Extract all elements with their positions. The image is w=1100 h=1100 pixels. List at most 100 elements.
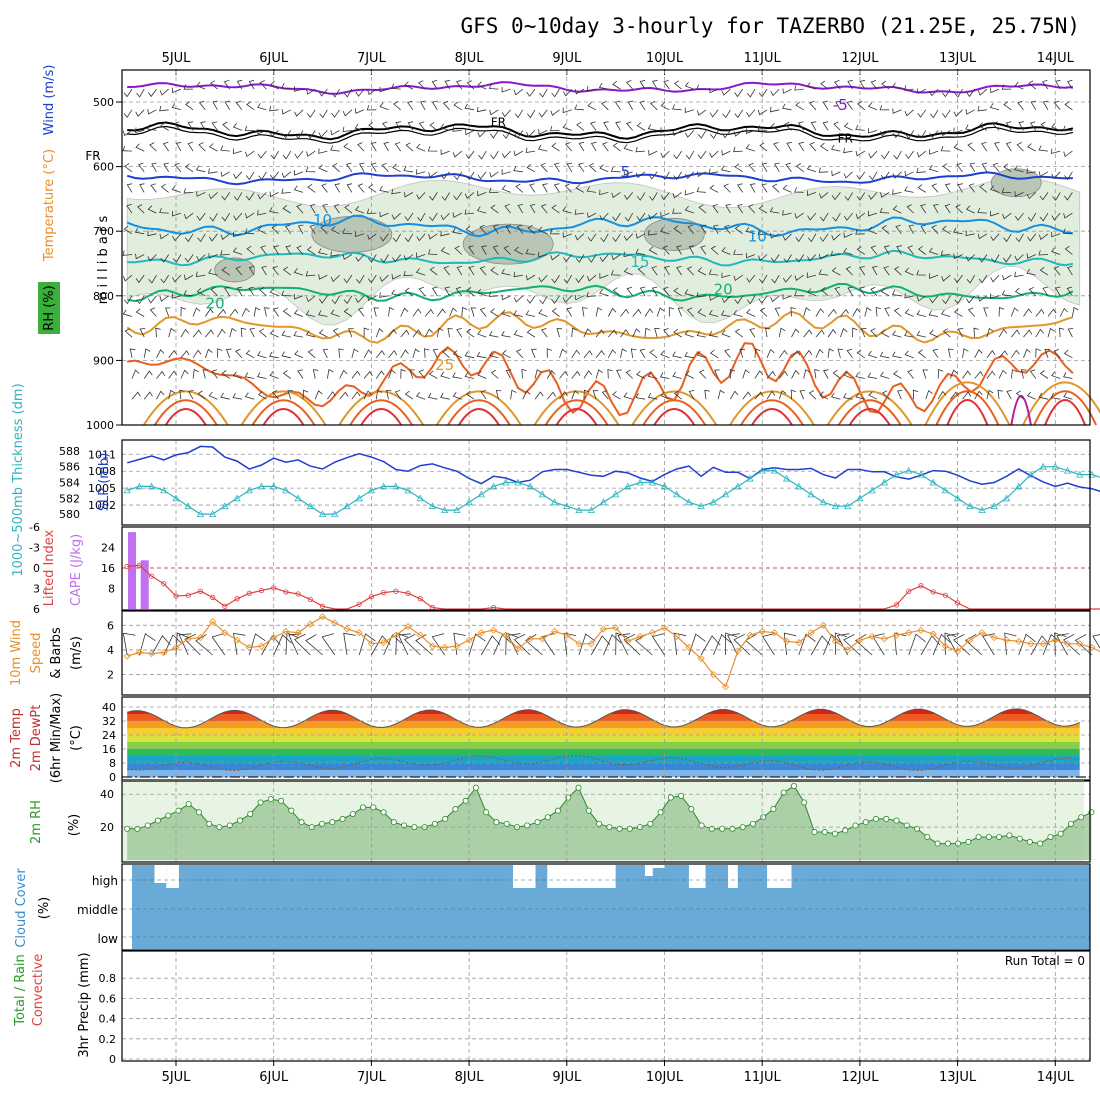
upper-wind-barb [248,286,255,297]
upper-wind-barb [942,163,951,173]
upper-wind-barb [306,150,316,157]
upper-wind-barb [505,369,512,379]
wind-speed-marker [233,636,241,644]
upper-wind-barb [739,348,746,358]
wind-speed-marker [758,627,766,636]
upper-wind-barb [424,328,433,338]
upper-wind-barb [1018,121,1024,131]
upper-wind-barb [192,307,201,317]
thickness-marker [721,490,730,498]
upper-wind-barb [981,162,988,173]
rh-shading [126,177,1081,326]
upper-wind-barb [947,348,954,358]
wind-speed-marker [160,648,168,656]
temp-band [127,770,1080,777]
upper-wind-barb [233,192,243,201]
wind-speed-marker [1002,636,1011,644]
upper-wind-barb [626,286,634,297]
upper-wind-barb [648,212,658,220]
upper-wind-barb [1001,187,1012,194]
upper-wind-barb [827,328,837,338]
upper-wind-barb [892,108,902,114]
upper-wind-barb [204,308,214,317]
cape-bar [140,560,149,609]
upper-wind-barb [684,205,694,214]
upper-wind-barb [778,327,786,338]
upper-wind-barb [870,286,878,297]
wind10m-barb [431,633,446,656]
upper-wind-barb [564,183,572,193]
upper-wind-barb [1015,390,1024,400]
cloud-gap [767,865,792,888]
upper-wind-barb [745,144,756,152]
rh-tick-label: 40 [100,788,114,801]
upper-wind-barb [920,224,927,235]
upper-wind-barb [928,247,939,255]
rh-marker [1078,814,1085,821]
wind10m-barb [305,634,323,656]
rh-tick-label: 20 [100,821,114,834]
upper-wind-barb [770,254,780,263]
upper-wind-barb [868,150,878,159]
upper-wind-barb [574,294,585,301]
upper-wind-barb [953,308,963,317]
upper-wind-barb [880,192,890,198]
wind10m-barb [184,633,201,656]
li-marker [918,583,924,589]
rh-marker [955,840,962,847]
temp-band [127,714,1080,721]
upper-wind-barb [672,371,682,379]
wind10m-barb [944,632,957,656]
upper-wind-barb [143,370,153,379]
upper-wind-barb [733,249,743,255]
upper-wind-barb [749,328,756,338]
wind-speed-marker [343,625,351,633]
upper-wind-barb [595,307,603,317]
upper-wind-barb [477,329,487,338]
upper-wind-barb [983,307,989,317]
upper-wind-barb [123,295,133,305]
wind-speed-marker [783,637,791,645]
upper-wind-barb [879,371,890,379]
upper-wind-barb [281,83,291,90]
upper-wind-barb [332,162,340,173]
upper-wind-barb [870,328,878,338]
cape-tick-label: 16 [101,562,115,575]
upper-wind-barb [831,192,841,201]
wind-speed-marker [538,635,546,643]
upper-wind-barb [513,271,523,278]
upper-wind-barb [831,170,841,177]
upper-wind-barb [832,212,841,222]
isotherm-15 [127,249,1074,267]
upper-wind-barb [654,328,660,338]
upper-wind-barb [322,348,329,358]
upper-wind-barb [309,204,316,214]
wind-speed-marker [831,637,840,645]
wind10m-barb [541,633,555,656]
thickness-marker [880,478,888,486]
wind-speed-marker [331,619,339,627]
upper-wind-barb [221,370,230,379]
upper-wind-barb [583,350,593,359]
upper-wind-barb [233,212,243,221]
temp-band [127,749,1080,756]
upper-wind-barb [501,169,511,175]
upper-wind-barb [656,307,665,317]
upper-wind-barb [880,171,890,180]
thickness-marker [941,486,950,494]
rh-marker [862,819,869,826]
upper-wind-barb [758,274,768,284]
li-marker [197,588,204,594]
upper-wind-barb [222,121,230,131]
upper-wind-barb [1066,286,1073,297]
upper-wind-barb [1064,101,1073,111]
diurnal-isotherm [935,390,1000,426]
upper-wind-barb [856,349,866,359]
upper-wind-barb [870,80,878,90]
upper-wind-barb [309,224,316,235]
upper-wind-barb [168,389,176,400]
upper-wind-barb [986,370,996,379]
upper-wind-barb [183,290,194,297]
upper-wind-barb [436,327,444,338]
upper-wind-barb [721,149,731,156]
